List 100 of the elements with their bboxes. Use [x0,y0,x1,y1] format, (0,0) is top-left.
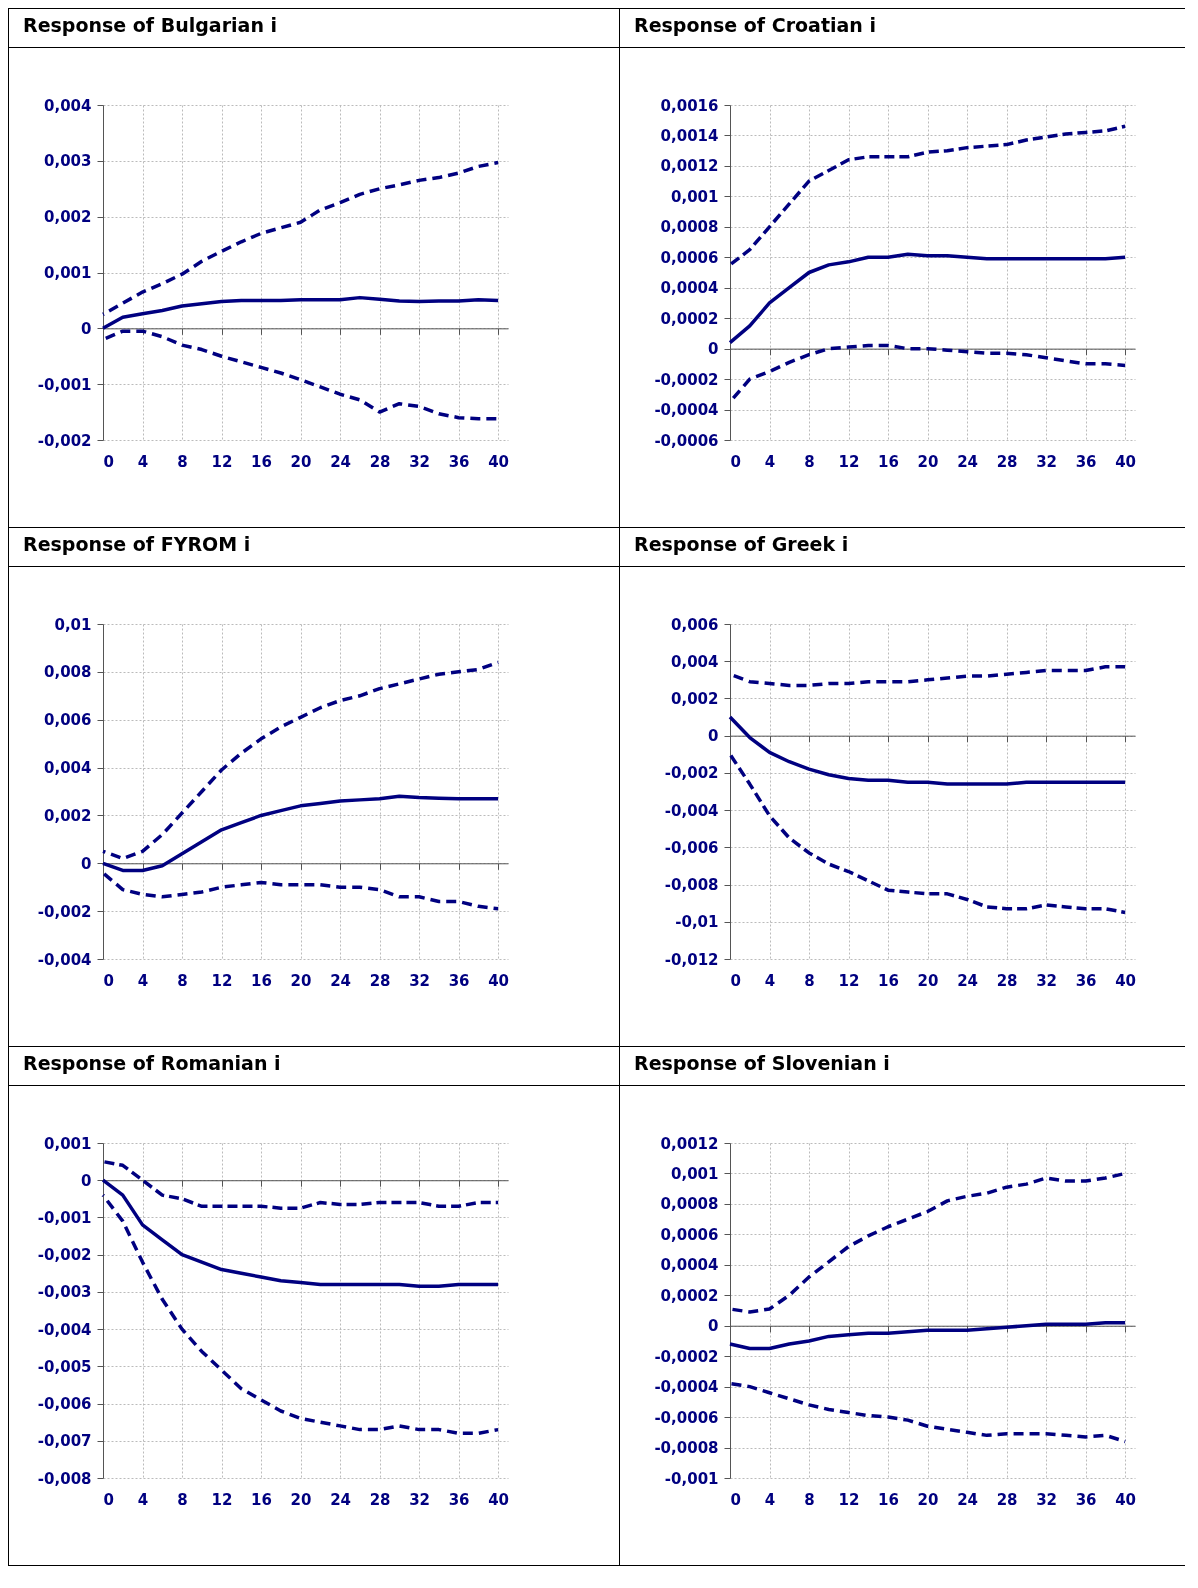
y-tick-label: 0,001 [44,264,92,282]
y-tick-label: -0,01 [675,913,719,932]
y-tick-label: 0,0008 [660,1195,719,1214]
x-tick-label: 40 [488,452,510,471]
y-tick-label: -0,004 [37,950,92,969]
x-tick-label: 36 [448,1490,470,1509]
x-tick-label: 28 [996,1490,1018,1509]
x-tick-label: 20 [290,1490,312,1509]
x-tick-label: 32 [1036,1490,1058,1509]
y-tick-label: 0,0014 [660,126,719,145]
x-tick-label: 16 [251,971,272,990]
x-tick-label: 4 [764,452,776,471]
x-tick-label: 12 [838,1490,860,1509]
y-tick-label: -0,0006 [654,1408,719,1427]
x-tick-label: 40 [1115,971,1137,990]
x-tick-label: 24 [957,1490,979,1509]
y-tick-label: 0 [708,1317,719,1336]
y-tick-label: 0,004 [44,96,92,115]
y-tick-label: 0,006 [44,711,92,730]
x-tick-label: 0 [103,971,114,990]
y-tick-label: -0,008 [37,1469,92,1488]
y-tick-label: -0,007 [37,1432,92,1451]
y-tick-label: -0,0004 [654,401,719,420]
y-tick-label: 0,003 [44,152,92,171]
x-tick-label: 12 [838,452,860,471]
x-tick-label: 12 [211,1490,233,1509]
x-tick-label: 16 [878,1490,899,1509]
x-tick-label: 20 [917,1490,939,1509]
y-tick-label: -0,0002 [654,370,719,389]
y-tick-label: 0,0012 [660,1134,719,1153]
y-tick-label: 0,0004 [660,279,719,298]
x-tick-label: 8 [177,452,188,471]
y-tick-label: 0,001 [671,1164,719,1183]
x-tick-label: 12 [838,971,860,990]
x-tick-label: 36 [1075,1490,1097,1509]
y-tick-label: 0,0008 [660,218,719,237]
x-tick-label: 8 [804,1490,815,1509]
y-tick-label: 0,002 [671,689,719,708]
y-tick-label: -0,001 [664,1469,719,1488]
y-tick-label: -0,012 [664,950,719,969]
y-tick-label: 0,0012 [660,157,719,176]
x-tick-label: 0 [730,452,741,471]
y-tick-label: 0,004 [671,652,719,671]
x-tick-label: 20 [290,971,312,990]
y-tick-label: 0,0004 [660,1256,719,1275]
y-tick-label: -0,0002 [654,1347,719,1366]
x-tick-label: 4 [137,452,149,471]
y-tick-label: 0,001 [44,1134,92,1153]
x-tick-label: 0 [103,1490,114,1509]
x-tick-label: 20 [917,971,939,990]
x-tick-label: 0 [103,452,114,471]
x-tick-label: 12 [211,452,233,471]
x-tick-label: 28 [369,971,391,990]
y-tick-label: -0,002 [37,1246,92,1265]
y-tick-label: 0,0016 [660,96,719,115]
y-tick-label: 0,008 [44,663,92,682]
y-tick-label: -0,005 [37,1357,92,1376]
x-tick-label: 40 [488,1490,510,1509]
x-tick-label: 16 [251,452,272,471]
y-tick-label: -0,001 [37,375,92,394]
y-tick-label: 0 [708,727,719,746]
y-tick-label: -0,006 [37,1395,92,1414]
y-tick-label: 0 [81,854,92,873]
x-tick-label: 36 [448,971,470,990]
x-tick-label: 20 [917,452,939,471]
y-tick-label: -0,0008 [654,1439,719,1458]
x-tick-label: 4 [137,971,149,990]
x-tick-label: 8 [804,971,815,990]
x-tick-label: 8 [177,971,188,990]
y-tick-label: -0,008 [664,876,719,895]
x-tick-label: 0 [730,971,741,990]
x-tick-label: 28 [996,971,1018,990]
y-tick-label: -0,004 [37,1320,92,1339]
x-tick-label: 28 [996,452,1018,471]
y-tick-label: -0,0004 [654,1378,719,1397]
x-tick-label: 16 [878,452,899,471]
y-tick-label: 0 [708,340,719,359]
y-tick-label: 0,002 [44,806,92,825]
x-tick-label: 4 [764,971,776,990]
x-tick-label: 40 [488,971,510,990]
x-tick-label: 24 [957,452,979,471]
x-tick-label: 32 [1036,971,1058,990]
x-tick-label: 24 [330,452,352,471]
y-tick-label: 0,006 [671,615,719,634]
y-tick-label: 0,0006 [660,248,719,267]
y-tick-label: 0,0006 [660,1225,719,1244]
chart-title: Response of Slovenian i [634,1052,890,1074]
y-tick-label: -0,003 [37,1283,92,1302]
x-tick-label: 36 [448,452,470,471]
x-tick-label: 24 [330,1490,352,1509]
x-tick-label: 12 [211,971,233,990]
x-tick-label: 40 [1115,1490,1137,1509]
x-tick-label: 28 [369,452,391,471]
x-tick-label: 32 [1036,452,1058,471]
x-tick-label: 4 [137,1490,149,1509]
x-tick-label: 16 [251,1490,272,1509]
y-tick-label: 0 [81,1171,92,1190]
x-tick-label: 36 [1075,971,1097,990]
x-tick-label: 8 [804,452,815,471]
y-tick-label: -0,002 [37,431,92,450]
